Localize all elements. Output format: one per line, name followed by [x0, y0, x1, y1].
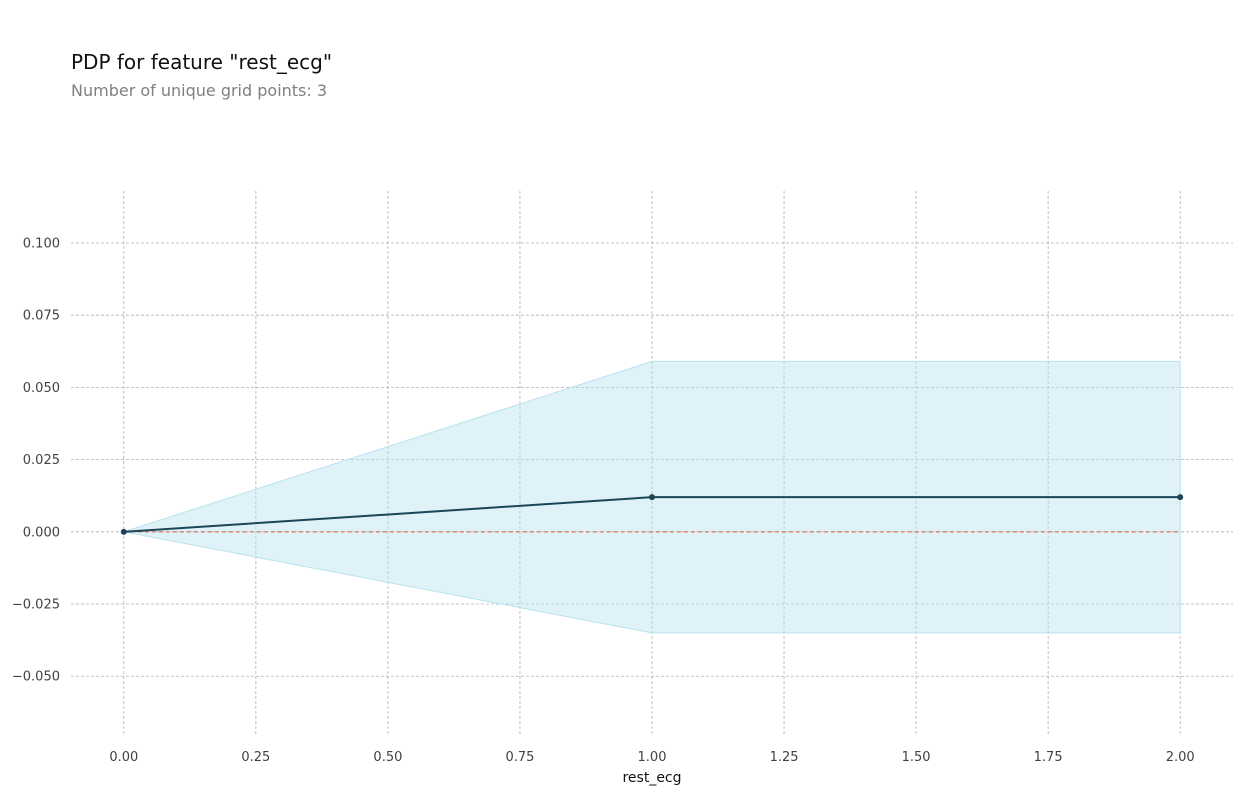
- x-tick-label-8: 2.00: [1166, 750, 1195, 765]
- x-tick-label-4: 1.00: [638, 750, 667, 765]
- x-axis-label: rest_ecg: [622, 770, 681, 786]
- y-tick-label-0: −0.050: [12, 670, 60, 685]
- data-point-0-0: [120, 528, 127, 535]
- chart-subtitle: Number of unique grid points: 3: [71, 81, 328, 100]
- x-tick-label-2: 0.50: [373, 750, 402, 765]
- y-tick-label-4: 0.050: [23, 381, 60, 396]
- y-tick-label-3: 0.025: [23, 453, 60, 468]
- series-layer: [120, 494, 1184, 535]
- y-tick-label-2: 0.000: [23, 525, 60, 540]
- y-tick-label-6: 0.100: [23, 236, 60, 251]
- x-tick-label-3: 0.75: [505, 750, 534, 765]
- x-tick-label-1: 0.25: [241, 750, 270, 765]
- x-tick-label-7: 1.75: [1034, 750, 1063, 765]
- x-tick-labels: 0.00 0.25 0.50 0.75 1.00 1.25 1.50 1.75 2.00: [109, 750, 1194, 765]
- y-tick-label-5: 0.075: [23, 309, 60, 324]
- data-point-0-1: [649, 494, 655, 501]
- data-point-0-2: [1177, 494, 1184, 501]
- grid-lines: [71, 191, 1233, 734]
- y-tick-labels: −0.050 −0.025 0.000 0.025 0.050 0.075 0.100: [12, 236, 60, 684]
- y-tick-label-1: −0.025: [12, 598, 60, 613]
- chart-title: PDP for feature "rest_ecg": [71, 50, 333, 74]
- x-tick-label-6: 1.50: [902, 750, 931, 765]
- x-tick-label-0: 0.00: [109, 750, 138, 765]
- x-tick-label-5: 1.25: [770, 750, 799, 765]
